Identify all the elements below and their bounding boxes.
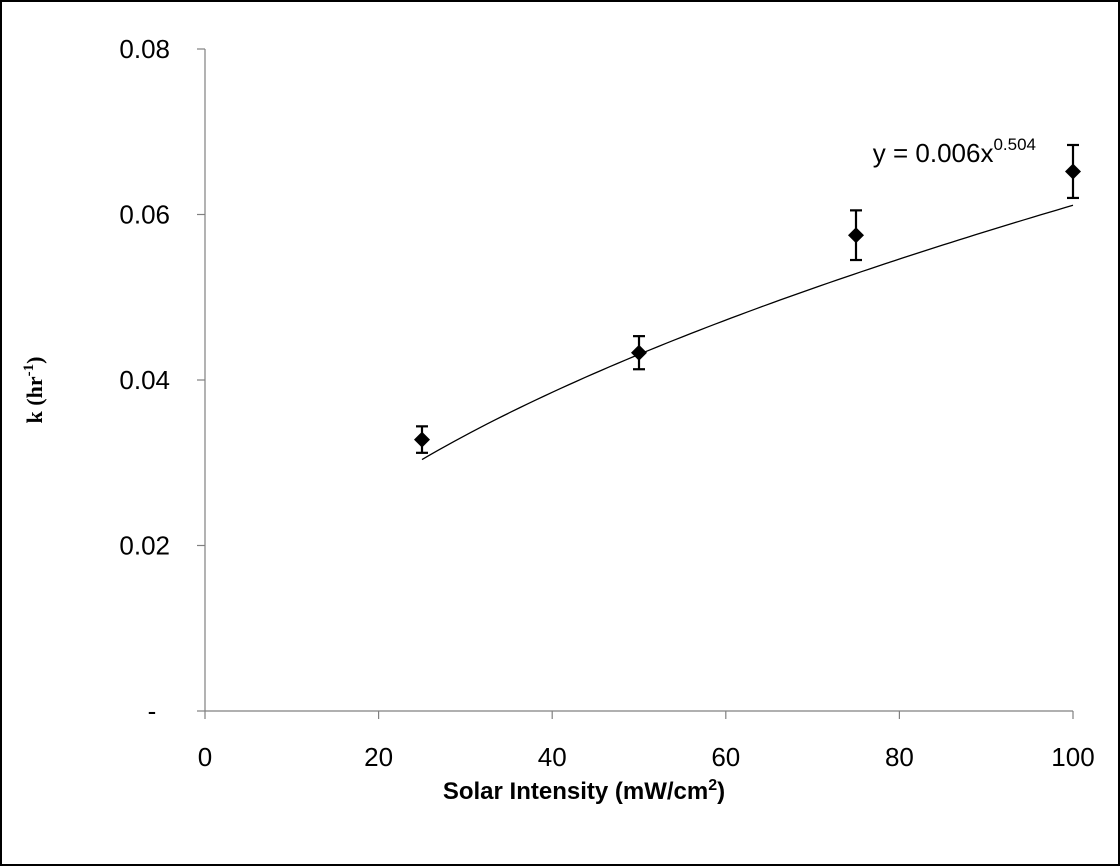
data-points	[414, 143, 1081, 454]
y-tick-label: 0.02	[119, 531, 170, 561]
data-point-diamond	[848, 227, 864, 244]
y-axis-title-suffix: )	[22, 357, 47, 364]
y-axis-title-sup: -1	[21, 364, 37, 377]
x-axis-title-text: Solar Intensity (mW/cm	[443, 778, 708, 805]
data-point-diamond	[631, 344, 647, 361]
x-tick-label: 40	[538, 742, 567, 772]
y-tick-label: 0.08	[119, 34, 170, 64]
x-axis-title-sup: 2	[708, 777, 717, 794]
x-axis-title: Solar Intensity (mW/cm2)	[443, 777, 725, 805]
y-axis-title: k (hr-1)	[21, 357, 47, 424]
trendline	[421, 204, 1074, 461]
x-tick-label: 20	[364, 742, 393, 772]
trendline-equation: y = 0.006x0.504	[873, 135, 1036, 168]
trendline-equation-exponent: 0.504	[993, 135, 1036, 154]
x-tick-label: 60	[711, 742, 740, 772]
data-point-diamond	[1065, 163, 1081, 180]
x-ticks: 0 20 40 60 80 100	[198, 711, 1095, 772]
trendline-equation-text: y = 0.006x	[873, 138, 994, 168]
x-axis-title-suffix: )	[717, 778, 725, 805]
y-tick-label: 0.04	[119, 365, 170, 395]
y-tick-label: -	[148, 696, 157, 726]
data-point-diamond	[414, 431, 430, 448]
y-ticks: - 0.02 0.04 0.06 0.08	[119, 34, 205, 726]
x-tick-label: 80	[885, 742, 914, 772]
x-tick-label: 100	[1051, 742, 1094, 772]
y-tick-label: 0.06	[119, 200, 170, 230]
y-axis-title-text: k (hr	[22, 376, 47, 423]
x-tick-label: 0	[198, 742, 212, 772]
